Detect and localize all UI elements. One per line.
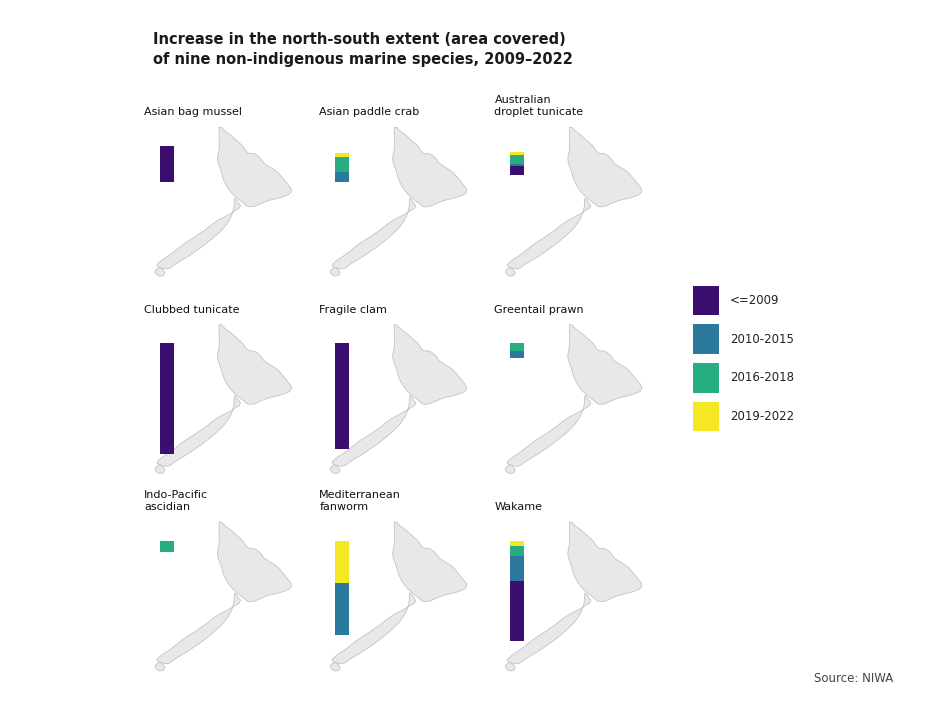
Polygon shape [505, 465, 515, 474]
Polygon shape [505, 662, 515, 671]
Bar [511, 152, 525, 155]
Polygon shape [157, 593, 241, 664]
Text: Wakame: Wakame [495, 502, 542, 512]
Bar [511, 546, 525, 556]
Polygon shape [505, 267, 515, 276]
Polygon shape [157, 396, 241, 467]
Polygon shape [392, 324, 467, 404]
Polygon shape [568, 324, 642, 404]
Bar [160, 146, 174, 182]
Text: Clubbed tunicate: Clubbed tunicate [144, 305, 240, 314]
Bar [511, 581, 525, 641]
Polygon shape [392, 127, 467, 207]
Text: Mediterranean
fanworm: Mediterranean fanworm [319, 490, 401, 512]
Text: Australian
droplet tunicate: Australian droplet tunicate [495, 95, 584, 117]
Text: Asian paddle crab: Asian paddle crab [319, 107, 419, 117]
Text: Source: NIWA: Source: NIWA [814, 673, 893, 685]
Polygon shape [332, 396, 416, 467]
Bar [511, 343, 525, 350]
Polygon shape [330, 662, 340, 671]
Text: <=2009: <=2009 [730, 294, 779, 307]
Bar [335, 541, 350, 583]
Polygon shape [392, 522, 467, 601]
Polygon shape [218, 522, 291, 601]
Polygon shape [507, 198, 591, 269]
Text: 2019-2022: 2019-2022 [730, 410, 794, 423]
Polygon shape [568, 127, 642, 207]
Polygon shape [218, 324, 291, 404]
Polygon shape [568, 522, 642, 601]
Polygon shape [330, 267, 340, 276]
Polygon shape [155, 465, 165, 474]
Text: Increase in the north-south extent (area covered)
of nine non-indigenous marine : Increase in the north-south extent (area… [153, 32, 573, 66]
Bar [335, 343, 350, 448]
Bar [335, 153, 350, 157]
Text: 2010-2015: 2010-2015 [730, 333, 794, 345]
Polygon shape [332, 593, 416, 664]
Text: Indo-Pacific
ascidian: Indo-Pacific ascidian [144, 490, 208, 512]
Polygon shape [155, 662, 165, 671]
Bar [511, 166, 525, 175]
Bar [511, 541, 525, 546]
Bar [511, 350, 525, 358]
Text: Fragile clam: Fragile clam [319, 305, 387, 314]
Bar [335, 157, 350, 172]
Bar [160, 541, 174, 552]
Text: Greentail prawn: Greentail prawn [495, 305, 584, 314]
Polygon shape [157, 198, 241, 269]
Bar [511, 164, 525, 166]
Polygon shape [330, 465, 340, 474]
Bar [335, 583, 350, 634]
Polygon shape [332, 198, 416, 269]
Polygon shape [507, 593, 591, 664]
Bar [511, 556, 525, 581]
Bar [511, 155, 525, 164]
Bar [160, 343, 174, 453]
Text: Asian bag mussel: Asian bag mussel [144, 107, 242, 117]
Text: 2016-2018: 2016-2018 [730, 372, 794, 384]
Polygon shape [218, 127, 291, 207]
Polygon shape [507, 396, 591, 467]
Polygon shape [155, 267, 165, 276]
Bar [335, 172, 350, 182]
